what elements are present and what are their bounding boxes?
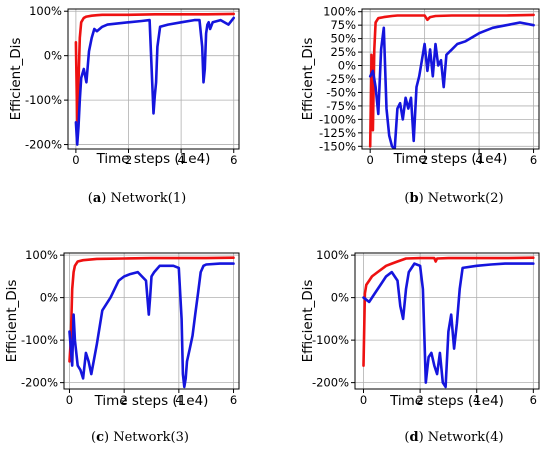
y-tick-label: 25% — [330, 45, 356, 59]
blue-series-line — [74, 16, 235, 146]
y-tick-label: -150% — [319, 139, 356, 153]
x-tick-label: 2 — [416, 393, 423, 407]
blue-series-line — [362, 262, 535, 389]
x-tick-label: 6 — [230, 153, 237, 167]
x-tick-label: 4 — [175, 393, 182, 407]
plot-frame — [354, 252, 540, 390]
blue-series-line — [368, 21, 535, 149]
x-tick-label: 6 — [530, 153, 537, 167]
panel-caption: (a) Network(1) — [88, 191, 186, 206]
red-series-line — [362, 256, 535, 367]
y-axis-label: Efficient_Dis — [300, 280, 316, 363]
y-tick-label: -100% — [21, 333, 58, 347]
panel-caption: (b) Network(2) — [404, 191, 503, 206]
x-axis-label: Time steps (1e4) — [96, 151, 211, 167]
y-tick-label: -200% — [312, 376, 349, 390]
y-tick-label: -100% — [312, 333, 349, 347]
x-axis-label: Time steps (1e4) — [389, 393, 504, 409]
series-group — [68, 256, 235, 389]
panel-c: 0 2 4 6 100% 0% -100% -200% Time steps (1e4) Effi… — [4, 248, 240, 445]
x-tick-label: 4 — [475, 153, 482, 167]
x-tick-label: 2 — [125, 153, 132, 167]
red-series-line — [68, 256, 235, 363]
x-tick-label: 0 — [72, 153, 79, 167]
y-tick-label: -50% — [326, 85, 356, 99]
plot-frame — [67, 8, 240, 150]
y-tick-label: 100% — [25, 248, 58, 262]
x-tick-label: 0 — [66, 393, 73, 407]
series-group — [74, 12, 235, 146]
y-tick-label: 0% — [44, 49, 62, 63]
y-tick-label: 0% — [338, 59, 356, 73]
panel-caption: (c) Network(3) — [91, 430, 189, 445]
y-tick-label: -100% — [319, 112, 356, 126]
y-axis-label: Efficient_Dis — [300, 38, 316, 121]
x-tick-label: 2 — [421, 153, 428, 167]
y-axis-label: Efficient_Dis — [4, 280, 20, 363]
x-tick-label: 0 — [360, 393, 367, 407]
panel-caption: (d) Network(4) — [404, 430, 503, 445]
y-tick-label: 100% — [323, 5, 356, 19]
y-tick-label: 75% — [330, 18, 356, 32]
series-group — [362, 256, 535, 389]
y-tick-label: -100% — [25, 93, 62, 107]
y-tick-label: -75% — [326, 99, 356, 113]
x-tick-label: 2 — [120, 393, 127, 407]
red-series-line — [368, 13, 535, 148]
x-tick-label: 4 — [473, 393, 480, 407]
y-tick-label: 100% — [29, 4, 62, 18]
panel-b: 0 2 4 6 100%75%50%25%0%-25%-50%-75%-100%-125… — [300, 5, 540, 206]
blue-series-line — [68, 262, 235, 389]
x-tick-label: 6 — [230, 393, 237, 407]
panel-d: 0 2 4 6 100% 0% -100% -200% Time steps (1e4) Effi… — [300, 248, 540, 445]
x-axis-label: Time steps (1e4) — [393, 151, 508, 167]
series-group — [368, 13, 535, 149]
panel-a: 0 2 4 6 100% 0% -100% -200% Time steps (1e4) Effi… — [8, 4, 240, 206]
y-tick-label: -200% — [25, 138, 62, 152]
x-tick-label: 4 — [177, 153, 184, 167]
x-axis-label: Time steps (1e4) — [94, 393, 209, 409]
red-series-line — [74, 12, 235, 124]
y-tick-label: 0% — [40, 291, 58, 305]
plot-frame — [63, 252, 240, 390]
y-tick-label: -125% — [319, 126, 356, 140]
y-tick-label: 0% — [331, 291, 349, 305]
x-tick-label: 6 — [530, 393, 537, 407]
y-axis-label: Efficient_Dis — [8, 38, 24, 121]
y-tick-label: -200% — [21, 376, 58, 390]
y-tick-label: 50% — [330, 32, 356, 46]
y-tick-label: -25% — [326, 72, 356, 86]
y-tick-label: 100% — [316, 248, 349, 262]
x-tick-label: 0 — [367, 153, 374, 167]
